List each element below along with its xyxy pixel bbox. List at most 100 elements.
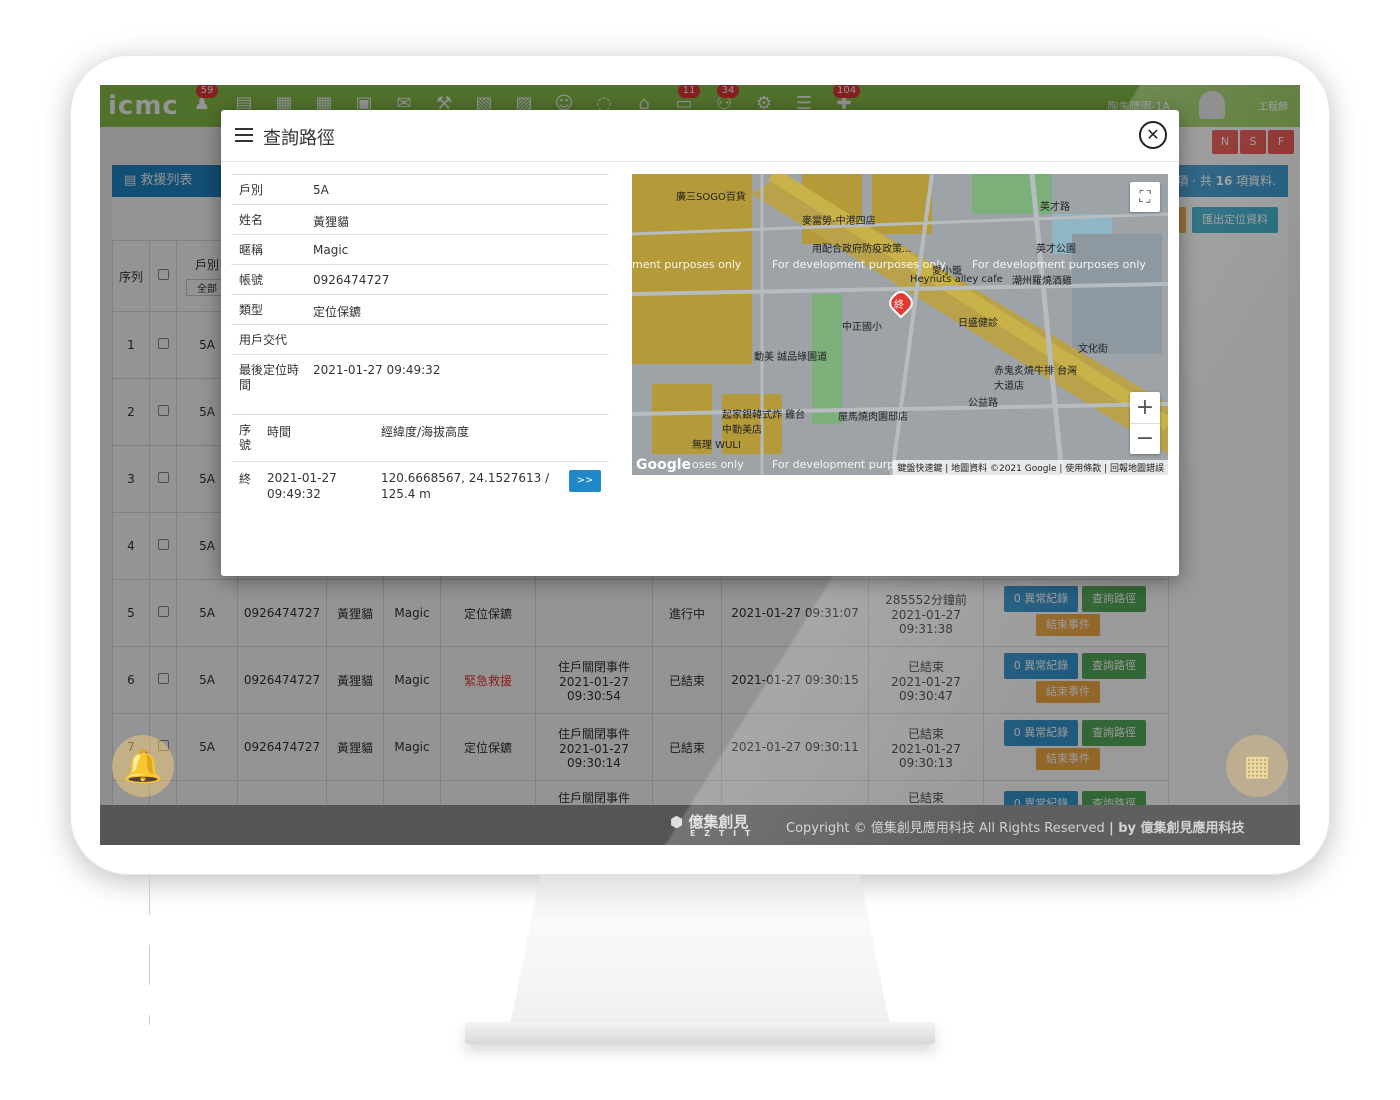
end-event-button[interactable]: 結束事件 xyxy=(1036,748,1100,770)
record-count: 項 · 共 16 項資料. xyxy=(1176,174,1276,188)
map-dev-watermark: oses only xyxy=(692,458,744,471)
info-row: 姓名 黃狸貓 xyxy=(231,204,609,234)
route-button[interactable]: 查詢路徑 xyxy=(1082,653,1146,679)
list-icon[interactable]: ☰ xyxy=(795,93,813,114)
map-poi[interactable]: 起家銀韓式炸 雞台中勤美店 xyxy=(722,410,806,436)
google-logo: Google xyxy=(636,457,692,473)
cell-nickname: Magic xyxy=(383,713,441,781)
route-button[interactable]: 查詢路徑 xyxy=(1082,720,1146,746)
end-event-button[interactable]: 結束事件 xyxy=(1036,614,1100,636)
map-poi[interactable]: 赤鬼炙燒牛排 台灣大道店 xyxy=(994,366,1078,392)
map-poi[interactable]: 中正國小 xyxy=(842,322,882,333)
cell-account: 0926474727 xyxy=(237,579,327,647)
map-poi[interactable]: Heynuts alley cafe xyxy=(910,274,1003,285)
cell-end-time: 已結束 2021-01-27 09:30:47 xyxy=(868,646,984,714)
chat-icon[interactable]: ◌ xyxy=(596,93,612,114)
header-household-label: 戶別 xyxy=(194,258,219,272)
report-icon[interactable]: ▧ xyxy=(475,93,493,114)
calendar-icon[interactable]: ▦ xyxy=(275,93,293,114)
route-end-marker-label: 終 xyxy=(894,300,904,311)
abnormal-record-button[interactable]: 0 異常紀錄 xyxy=(1004,586,1078,612)
info-label: 用戶交代 xyxy=(239,333,288,347)
map-poi[interactable]: 潮州羅燒酒雞 xyxy=(1012,276,1072,287)
bell-icon[interactable]: 🔔 xyxy=(112,735,174,797)
group-icon[interactable]: ⚇ xyxy=(715,93,733,114)
map-poi[interactable]: 無理 WULI xyxy=(692,440,741,451)
schedule-icon[interactable]: ▦ xyxy=(315,93,333,114)
info-label: 戶別 xyxy=(239,183,264,197)
route-map[interactable]: ment purposes only For development purpo… xyxy=(632,174,1168,475)
person-pin-icon[interactable]: ☺ xyxy=(554,93,574,114)
map-poi[interactable]: 文化街 xyxy=(1078,344,1108,355)
abnormal-record-button[interactable]: 0 異常紀錄 xyxy=(1004,653,1078,679)
user-unit: 陶朱隱園-1A xyxy=(1107,100,1171,113)
end-event-button[interactable]: 結束事件 xyxy=(1036,681,1100,703)
info-label: 暱稱 xyxy=(239,243,264,257)
abnormal-record-button[interactable]: 0 異常紀錄 xyxy=(1004,720,1078,746)
map-poi[interactable]: 英才公園 xyxy=(1036,244,1076,255)
filter-f-button[interactable]: F xyxy=(1268,130,1294,154)
row-checkbox[interactable] xyxy=(149,512,177,580)
track-header-seq: 序號 xyxy=(239,423,252,452)
row-checkbox[interactable] xyxy=(149,646,177,714)
info-label: 最後定位時間 xyxy=(239,363,300,392)
cell-seq: 2 xyxy=(112,378,150,446)
map-attribution[interactable]: 鍵盤快速鍵 | 地圖資料 ©2021 Google | 使用條款 | 回報地圖錯… xyxy=(893,460,1168,475)
info-value: 黃狸貓 xyxy=(313,215,350,229)
cell-ops: 0 異常紀錄 查詢路徑 結束事件 xyxy=(983,713,1169,781)
cell-type: 定位保鑣 xyxy=(440,713,536,781)
calendar-check-icon[interactable]: ▦ xyxy=(1226,735,1288,797)
fullscreen-icon[interactable]: ⛶ xyxy=(1130,182,1160,212)
mail-icon[interactable]: ✉ xyxy=(396,93,412,114)
bus-icon[interactable]: ▭ xyxy=(675,93,693,114)
map-poi[interactable]: 公益路 xyxy=(968,398,998,409)
cell-account: 0926474727 xyxy=(237,713,327,781)
app-logo[interactable]: icmc xyxy=(108,91,179,121)
filter-s-button[interactable]: S xyxy=(1240,130,1266,154)
settings-icon[interactable]: ⚙ xyxy=(755,93,773,114)
map-dev-watermark: For development purp xyxy=(772,458,895,471)
row-checkbox[interactable] xyxy=(149,713,177,781)
rescue-icon[interactable]: ✚ xyxy=(836,93,852,114)
map-poi[interactable]: 屋馬燒肉園邸店 xyxy=(838,412,908,423)
user-role: 工程師 xyxy=(1258,102,1288,113)
contact-card-icon[interactable]: ▣ xyxy=(355,93,373,114)
route-query-modal: 查詢路徑 ✕ 戶別 5A 姓名 黃狸貓 暱稱 Magic 帳號 09264747… xyxy=(221,110,1179,576)
map-poi[interactable]: 英才路 xyxy=(1040,202,1070,213)
footer: ⬢ 億集創見 E Z T I T Copyright © 億集創見應用科技 All… xyxy=(100,805,1300,845)
map-poi[interactable]: 動美 誠品綠園道 xyxy=(754,352,828,363)
tools-icon[interactable]: ⚒ xyxy=(435,93,453,114)
track-row: 終 2021-01-27 09:49:32 120.6668567, 24.15… xyxy=(231,462,609,512)
form-icon[interactable]: ▨ xyxy=(515,93,533,114)
map-dev-watermark: ment purposes only xyxy=(632,258,742,271)
zoom-in-button[interactable]: + xyxy=(1130,392,1160,424)
header-select-all[interactable] xyxy=(149,240,177,312)
map-poi[interactable]: 愛小籠 xyxy=(932,266,962,277)
info-value: 0926474727 xyxy=(313,273,390,287)
locate-point-button[interactable]: >> xyxy=(569,470,601,492)
avatar[interactable] xyxy=(1199,91,1225,119)
zoom-out-button[interactable]: − xyxy=(1135,426,1155,451)
notes-icon[interactable]: ▤ xyxy=(235,93,253,114)
resident-info: 戶別 5A 姓名 黃狸貓 暱稱 Magic 帳號 0926474727 類型 定… xyxy=(231,174,609,415)
row-checkbox[interactable] xyxy=(149,378,177,446)
close-icon[interactable]: ✕ xyxy=(1139,121,1167,149)
info-value: 2021-01-27 09:49:32 xyxy=(313,363,441,377)
map-poi[interactable]: 廣三SOGO百貨 xyxy=(676,192,746,203)
info-row: 類型 定位保鑣 xyxy=(231,294,609,324)
panel-title: ▤ 救援列表 xyxy=(124,173,193,188)
nav-badge: 34 xyxy=(717,85,739,98)
map-poi[interactable]: 日盛健診 xyxy=(958,318,998,329)
info-row: 最後定位時間 2021-01-27 09:49:32 xyxy=(231,354,609,415)
info-value: Magic xyxy=(313,243,349,257)
footer-copyright: Copyright © 億集創見應用科技 All Rights Reserved… xyxy=(786,821,1245,836)
route-button[interactable]: 查詢路徑 xyxy=(1082,586,1146,612)
map-poi[interactable]: 用配合政府防疫政策... xyxy=(812,244,912,255)
export-location-button[interactable]: 匯出定位資料 xyxy=(1192,207,1278,233)
map-dev-watermark: For development purposes only xyxy=(972,258,1146,271)
residents-icon[interactable]: ♟ xyxy=(193,93,211,114)
map-poi[interactable]: 麥當勞-中港四店 xyxy=(802,216,876,227)
home-icon[interactable]: ⌂ xyxy=(638,93,650,114)
filter-n-button[interactable]: N xyxy=(1212,130,1238,154)
cell-start-time: 2021-01-27 09:30:11 xyxy=(721,713,869,781)
